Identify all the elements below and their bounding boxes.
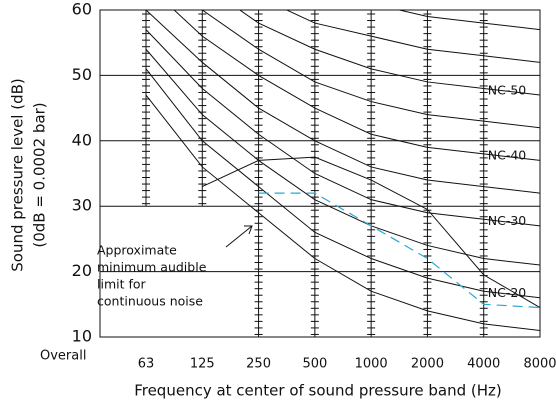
x-tick-label: 500 xyxy=(302,357,327,372)
series-line xyxy=(238,10,540,96)
annotation-arrow xyxy=(225,225,253,248)
y-tick-label: 60 xyxy=(72,0,92,19)
series-line xyxy=(145,68,540,299)
series-line xyxy=(202,156,540,309)
series-line xyxy=(285,10,540,63)
y-tick-label: 50 xyxy=(72,65,92,84)
series-line xyxy=(201,10,540,129)
plot-frame xyxy=(99,9,541,338)
series-line xyxy=(145,29,540,227)
x-tick-label: 63 xyxy=(138,357,155,372)
series-line xyxy=(145,94,540,331)
annotation: Approximate xyxy=(97,243,177,258)
annotation-arrowhead xyxy=(244,225,253,235)
y-axis-label: (0dB = 0.0002 bar) xyxy=(31,102,49,247)
series-label: NC-40 xyxy=(488,148,527,163)
annotation: continuous noise xyxy=(97,294,203,309)
y-tick-label: 10 xyxy=(72,327,92,346)
series-line xyxy=(397,10,540,31)
x-tick-label: 8000 xyxy=(523,357,556,372)
x-tick-label: 1000 xyxy=(355,357,388,372)
series-line xyxy=(258,192,540,309)
series-label: NC-30 xyxy=(488,213,527,228)
y-tick-label: 30 xyxy=(72,196,92,215)
annotation: limit for xyxy=(97,277,147,292)
x-tick-label: 125 xyxy=(190,357,215,372)
series-line xyxy=(173,10,540,161)
y-tick-label: 20 xyxy=(72,261,92,280)
y-axis-label: Sound pressure level (dB) xyxy=(9,78,27,272)
series-label: NC-50 xyxy=(488,82,527,97)
x-tick-label: Overall xyxy=(40,349,86,364)
series-line xyxy=(145,48,540,266)
y-tick-label: 40 xyxy=(72,130,92,149)
series-line xyxy=(145,10,540,194)
x-tick-label: 2000 xyxy=(411,357,444,372)
annotation: minimum audible xyxy=(97,260,207,275)
series-label: NC-20 xyxy=(488,285,527,300)
x-axis-label: Frequency at center of sound pressure ba… xyxy=(134,382,502,400)
x-tick-label: 4000 xyxy=(467,357,500,372)
x-tick-label: 250 xyxy=(246,357,271,372)
